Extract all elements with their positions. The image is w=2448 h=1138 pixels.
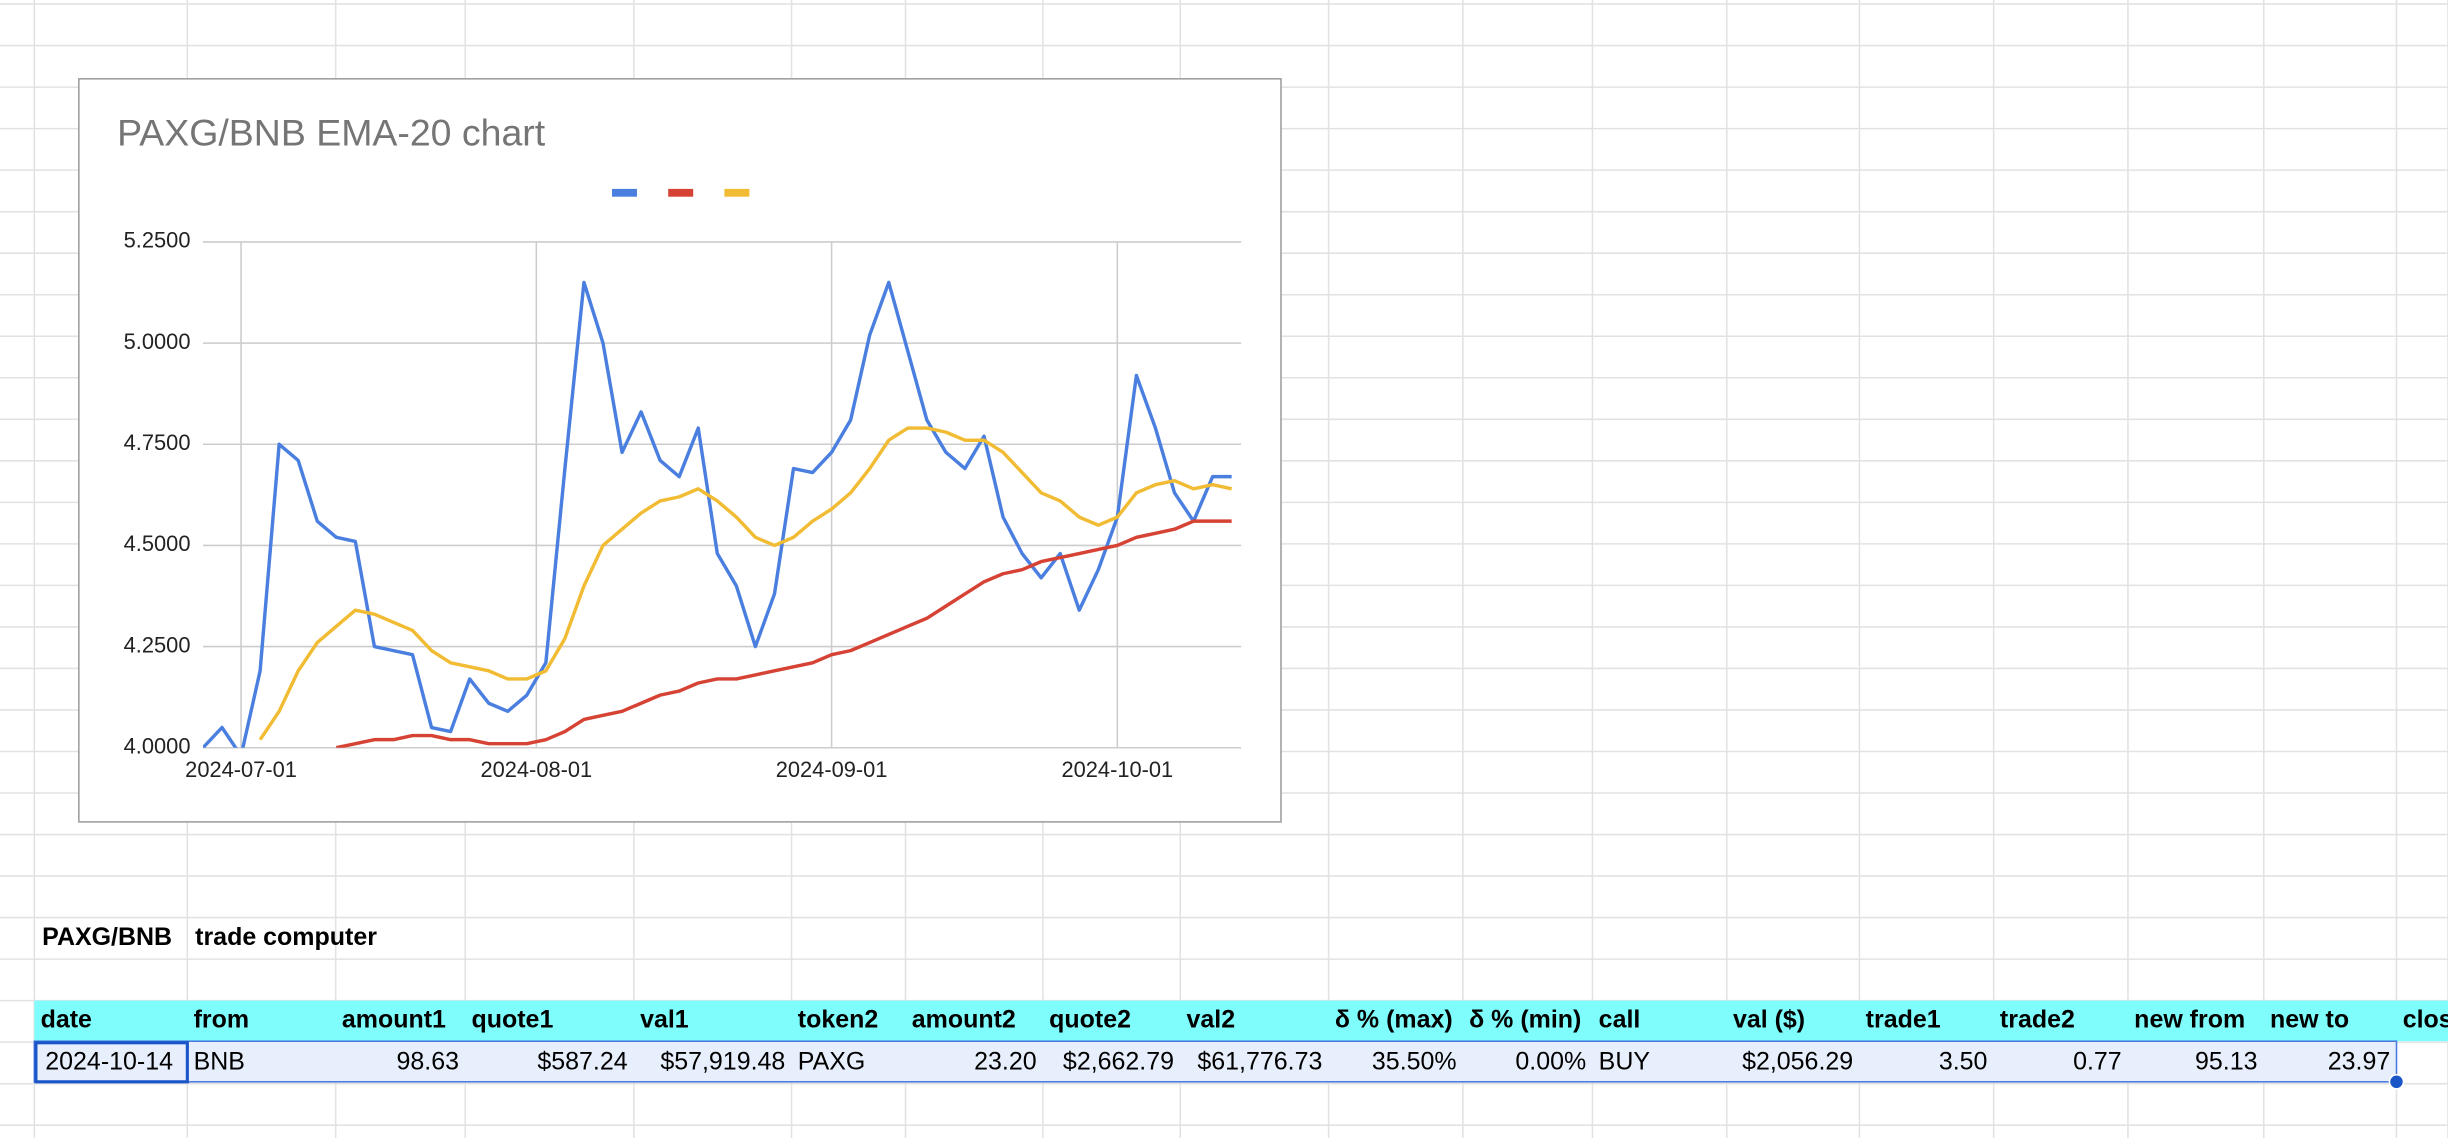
column-header[interactable]: new from [2134,1006,2245,1034]
column-header[interactable]: trade2 [2000,1006,2075,1034]
column-header[interactable]: clos [2403,1006,2448,1034]
table-title: PAXG/BNB [42,923,172,951]
y-tick-label: 5.0000 [124,329,191,354]
y-tick-label: 4.2500 [124,632,191,657]
y-tick-label: 4.7500 [124,430,191,455]
column-header[interactable]: trade1 [1866,1006,1941,1034]
y-tick-label: 4.0000 [124,734,191,759]
column-header[interactable]: token2 [798,1006,878,1034]
y-tick-label: 4.5000 [124,531,191,556]
row-selection[interactable] [33,1040,2398,1083]
table-cell[interactable]: BUY [1599,1048,1651,1076]
column-header[interactable]: val1 [640,1006,689,1034]
x-tick-label: 2024-07-01 [185,757,297,782]
table-cell[interactable]: 3.50 [1939,1048,1988,1076]
table-title: trade computer [195,923,377,951]
active-cell[interactable] [34,1041,189,1084]
column-header[interactable]: val ($) [1733,1006,1805,1034]
table-cell[interactable]: BNB [194,1048,245,1076]
chart-title: PAXG/BNB EMA-20 chart [117,112,546,154]
table-cell[interactable]: 0.00% [1515,1048,1586,1076]
fill-handle[interactable] [2388,1073,2405,1090]
column-header[interactable]: new to [2270,1006,2349,1034]
x-tick-label: 2024-10-01 [1061,757,1173,782]
table-cell[interactable]: 0.77 [2073,1048,2122,1076]
table-cell[interactable]: $61,776.73 [1197,1048,1322,1076]
column-header[interactable]: amount2 [912,1006,1016,1034]
column-header[interactable]: quote1 [471,1006,553,1034]
table-cell[interactable]: $2,662.79 [1063,1048,1174,1076]
column-header[interactable]: δ % (min) [1469,1006,1581,1034]
column-header[interactable]: date [41,1006,92,1034]
legend-swatch [612,188,637,197]
column-header[interactable]: δ % (max) [1335,1006,1453,1034]
table-cell[interactable]: 23.20 [974,1048,1036,1076]
column-header[interactable]: call [1599,1006,1641,1034]
series-line [202,280,1232,748]
column-header[interactable]: amount1 [342,1006,446,1034]
x-tick-label: 2024-09-01 [776,757,888,782]
y-tick-label: 5.2500 [124,228,191,253]
series-line [335,519,1232,748]
legend-swatch [724,188,750,197]
legend-swatch [668,188,694,197]
header-row-bg [34,1000,2448,1042]
column-header[interactable]: from [194,1006,250,1034]
table-cell[interactable]: 23.97 [2328,1048,2390,1076]
column-header[interactable]: quote2 [1049,1006,1131,1034]
table-cell[interactable]: PAXG [798,1048,866,1076]
table-cell[interactable]: 95.13 [2195,1048,2257,1076]
table-cell[interactable]: 35.50% [1372,1048,1457,1076]
table-cell[interactable]: $57,919.48 [660,1048,785,1076]
table-cell[interactable]: 2024-10-14 [45,1048,173,1076]
table-cell[interactable]: $2,056.29 [1742,1048,1853,1076]
table-cell[interactable]: $587.24 [537,1048,627,1076]
x-tick-label: 2024-08-01 [480,757,592,782]
series-line [258,426,1233,741]
table-cell[interactable]: 98.63 [397,1048,459,1076]
column-header[interactable]: val2 [1187,1006,1236,1034]
